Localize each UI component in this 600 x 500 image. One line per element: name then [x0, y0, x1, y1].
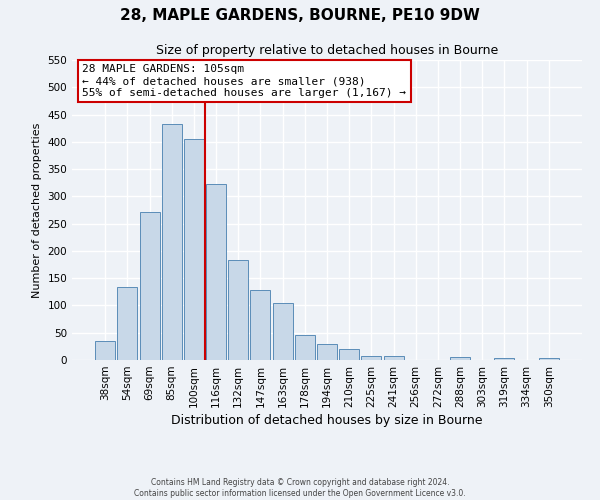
Bar [361, 356, 382, 360]
Bar [317, 344, 337, 360]
Bar [339, 349, 359, 360]
Bar [162, 124, 182, 360]
Text: 28 MAPLE GARDENS: 105sqm
← 44% of detached houses are smaller (938)
55% of semi-: 28 MAPLE GARDENS: 105sqm ← 44% of detach… [82, 64, 406, 98]
Text: Contains HM Land Registry data © Crown copyright and database right 2024.
Contai: Contains HM Land Registry data © Crown c… [134, 478, 466, 498]
Bar [383, 356, 404, 360]
Bar [140, 212, 160, 360]
Bar [272, 304, 293, 360]
X-axis label: Distribution of detached houses by size in Bourne: Distribution of detached houses by size … [171, 414, 483, 427]
Title: Size of property relative to detached houses in Bourne: Size of property relative to detached ho… [156, 44, 498, 58]
Text: 28, MAPLE GARDENS, BOURNE, PE10 9DW: 28, MAPLE GARDENS, BOURNE, PE10 9DW [120, 8, 480, 22]
Y-axis label: Number of detached properties: Number of detached properties [32, 122, 42, 298]
Bar [539, 358, 559, 360]
Bar [228, 260, 248, 360]
Bar [450, 358, 470, 360]
Bar [295, 336, 315, 360]
Bar [250, 290, 271, 360]
Bar [494, 358, 514, 360]
Bar [184, 139, 204, 360]
Bar [206, 184, 226, 360]
Bar [118, 288, 137, 360]
Bar [95, 341, 115, 360]
